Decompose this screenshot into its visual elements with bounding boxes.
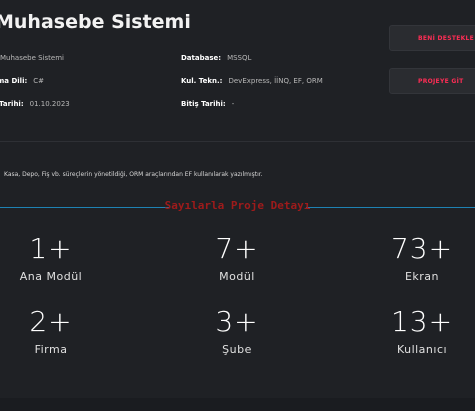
stat-label: Ana Modül — [19, 270, 83, 283]
stat-label: Kullanıcı — [396, 343, 448, 356]
stat-label: Şube — [222, 343, 252, 356]
section-divider-right — [306, 207, 475, 208]
technologies-value: DevExpress, İİNQ, EF, ORM — [228, 77, 323, 85]
stat-label: Firma — [34, 343, 68, 356]
start-date-label: Tarihi: — [0, 100, 24, 108]
stat-label: Ekran — [404, 270, 440, 283]
database-value: MSSQL — [227, 54, 252, 62]
support-button[interactable]: BENİ DESTEKLE ❤ — [389, 25, 475, 51]
stat-screens: 73+ Ekran — [362, 232, 475, 284]
stat-companies: 2+ Firma — [0, 305, 111, 357]
stat-value: 13+ — [390, 305, 454, 338]
header-separator — [0, 141, 475, 142]
section-title: Sayılarla Proje Detayı — [164, 199, 311, 212]
stat-label: Modül — [219, 270, 255, 283]
language-value: C# — [33, 77, 45, 85]
project-description: Kasa, Depo, Fiş vb. süreçlerin yönetildi… — [4, 171, 263, 178]
section-divider-left — [0, 207, 170, 208]
footer-strip — [0, 398, 475, 411]
stat-value: 7+ — [215, 232, 259, 265]
stat-branches: 3+ Şube — [177, 305, 297, 357]
start-date-row: Tarihi: 01.10.2023 — [0, 100, 70, 108]
database-label: Database: — [181, 54, 222, 62]
end-date-label: Bitiş Tarihi: — [181, 100, 226, 108]
stat-main-modules: 1+ Ana Modül — [0, 232, 111, 284]
stat-value: 73+ — [390, 232, 454, 265]
end-date-row: Bitiş Tarihi: - — [181, 100, 234, 108]
go-to-project-button[interactable]: PROJEYE GİT — [389, 68, 475, 94]
stat-value: 3+ — [215, 305, 259, 338]
start-date-value: 01.10.2023 — [29, 100, 70, 108]
stat-value: 2+ — [29, 305, 73, 338]
language-label: ma Dili: — [0, 77, 28, 85]
stat-value: 1+ — [29, 232, 73, 265]
database-row: Database: MSSQL — [181, 54, 251, 62]
stat-modules: 7+ Modül — [177, 232, 297, 284]
end-date-value: - — [231, 100, 235, 108]
page-title: Muhasebe Sistemi — [0, 11, 191, 33]
technologies-label: Kul. Tekn.: — [181, 77, 223, 85]
project-name-value: Muhasebe Sistemi — [0, 54, 64, 62]
project-name-row: Muhasebe Sistemi — [0, 54, 64, 62]
stat-users: 13+ Kullanıcı — [362, 305, 475, 357]
technologies-row: Kul. Tekn.: DevExpress, İİNQ, EF, ORM — [181, 77, 323, 85]
language-row: ma Dili: C# — [0, 77, 44, 85]
